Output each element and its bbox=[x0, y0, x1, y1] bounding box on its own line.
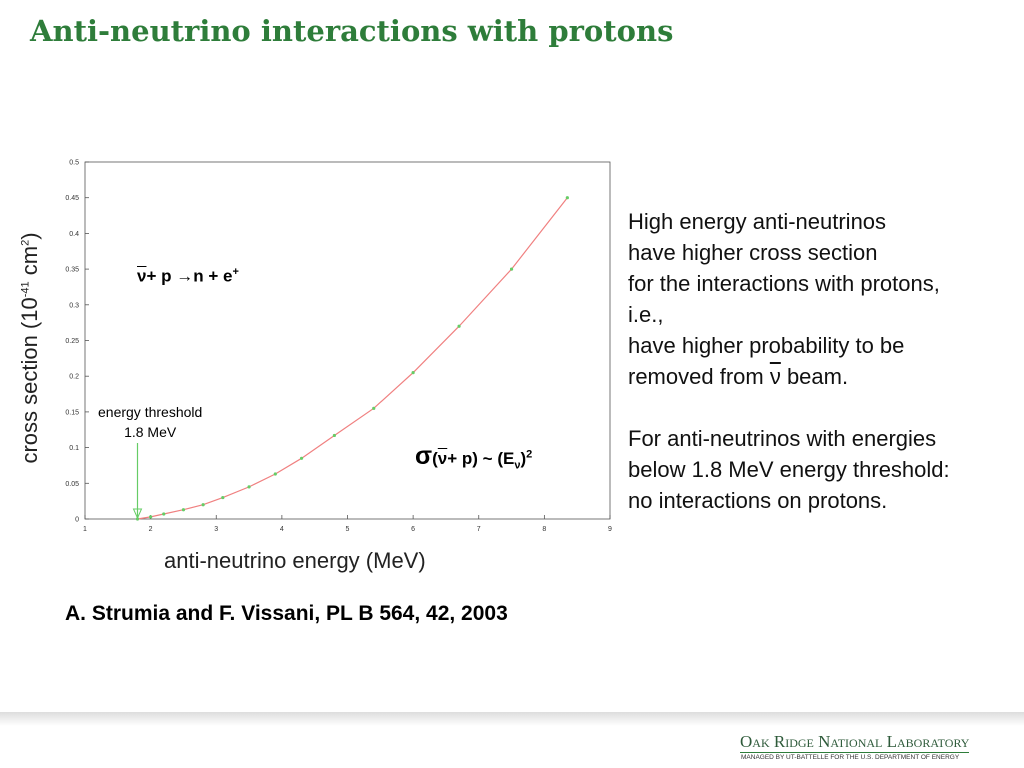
x-tick-label: 5 bbox=[346, 526, 350, 533]
data-point bbox=[162, 512, 166, 516]
paragraph-gap bbox=[628, 392, 950, 423]
ylabel-sup: 2 bbox=[19, 239, 32, 246]
body-line: for the interactions with protons, bbox=[628, 271, 940, 296]
x-tick-label: 4 bbox=[280, 526, 284, 533]
ylabel-part: cross section (10 bbox=[17, 297, 42, 464]
formula-text: + p) ~ (E bbox=[447, 449, 515, 468]
reaction-formula: ν+ p →n + e+ bbox=[137, 266, 239, 287]
body-text: High energy anti-neutrinos have higher cr… bbox=[628, 206, 950, 516]
body-line: For anti-neutrinos with energies bbox=[628, 426, 937, 451]
y-tick-label: 0.05 bbox=[65, 481, 79, 488]
nu: ν bbox=[437, 449, 448, 468]
slide-title: Anti-neutrino interactions with protons bbox=[30, 14, 674, 48]
data-point bbox=[299, 456, 304, 460]
x-tick-label: 8 bbox=[542, 526, 546, 533]
data-point bbox=[149, 515, 153, 519]
body-line: no interactions on protons. bbox=[628, 488, 888, 513]
y-tick-label: 0.5 bbox=[69, 160, 79, 167]
ylabel-part: ) bbox=[17, 232, 42, 240]
data-point bbox=[457, 324, 461, 328]
managed-by: MANAGED BY UT-BATTELLE FOR THE U.S. DEPA… bbox=[741, 754, 960, 761]
x-axis-label: anti-neutrino energy (MeV) bbox=[164, 548, 426, 573]
body-line: have higher probability to be bbox=[628, 333, 905, 358]
nu: ν bbox=[769, 364, 781, 389]
x-tick-label: 1 bbox=[83, 526, 87, 533]
body-line: removed from ν beam. bbox=[628, 361, 950, 392]
threshold-text: 1.8 MeV bbox=[124, 424, 177, 440]
y-axis-label: cross section (10-41 cm2) bbox=[17, 232, 43, 463]
threshold-label: energy threshold 1.8 MeV bbox=[98, 402, 202, 442]
y-tick-label: 0.15 bbox=[65, 409, 79, 416]
body-line: i.e., bbox=[628, 302, 664, 327]
body-text: beam. bbox=[780, 364, 849, 389]
lab-name: Oak Ridge National Laboratory bbox=[740, 732, 970, 753]
threshold-arrowhead bbox=[132, 508, 143, 520]
data-point bbox=[411, 371, 415, 375]
formula-text: ( bbox=[432, 449, 438, 468]
nu: ν bbox=[137, 266, 147, 286]
y-tick-label: 0.2 bbox=[69, 374, 79, 381]
data-point bbox=[273, 472, 277, 476]
ylabel-sup: -41 bbox=[19, 281, 32, 298]
y-tick-label: 0.1 bbox=[69, 445, 79, 452]
data-point bbox=[181, 508, 186, 512]
formula-sup: 2 bbox=[526, 448, 533, 461]
y-tick-label: 0.4 bbox=[69, 231, 79, 238]
data-point bbox=[201, 503, 205, 507]
y-tick-label: 0.35 bbox=[65, 267, 79, 274]
x-tick-label: 6 bbox=[411, 526, 415, 533]
reference: A. Strumia and F. Vissani, PL B 564, 42,… bbox=[65, 602, 508, 625]
formula-sub: ν bbox=[514, 459, 521, 472]
formula-text: ) bbox=[520, 449, 527, 468]
data-point bbox=[372, 406, 376, 410]
body-line: below 1.8 MeV energy threshold: bbox=[628, 457, 950, 482]
cross-section-formula: σ(ν+ p) ~ (Eν)2 bbox=[415, 442, 532, 471]
body-line: High energy anti-neutrinos bbox=[628, 209, 887, 234]
sigma: σ bbox=[415, 442, 433, 470]
x-tick-label: 7 bbox=[477, 526, 481, 533]
footer-band bbox=[0, 712, 1024, 768]
x-tick-label: 2 bbox=[149, 526, 153, 533]
y-tick-label: 0.25 bbox=[65, 338, 79, 345]
body-text: removed from bbox=[628, 364, 770, 389]
reaction-text: + p →n + e bbox=[146, 266, 233, 286]
data-point bbox=[247, 485, 251, 489]
data-point bbox=[332, 433, 336, 438]
x-tick-label: 9 bbox=[608, 526, 612, 533]
ylabel-part: cm bbox=[17, 245, 42, 282]
y-tick-label: 0 bbox=[75, 517, 79, 524]
data-point bbox=[565, 196, 569, 200]
x-tick-label: 3 bbox=[214, 526, 218, 533]
y-tick-label: 0.45 bbox=[65, 195, 79, 202]
threshold-text: energy threshold bbox=[98, 404, 203, 420]
y-tick-label: 0.3 bbox=[69, 302, 79, 309]
body-line: have higher cross section bbox=[628, 240, 878, 265]
data-point bbox=[221, 495, 225, 500]
reaction-sup: + bbox=[232, 266, 239, 278]
data-point bbox=[509, 267, 514, 271]
